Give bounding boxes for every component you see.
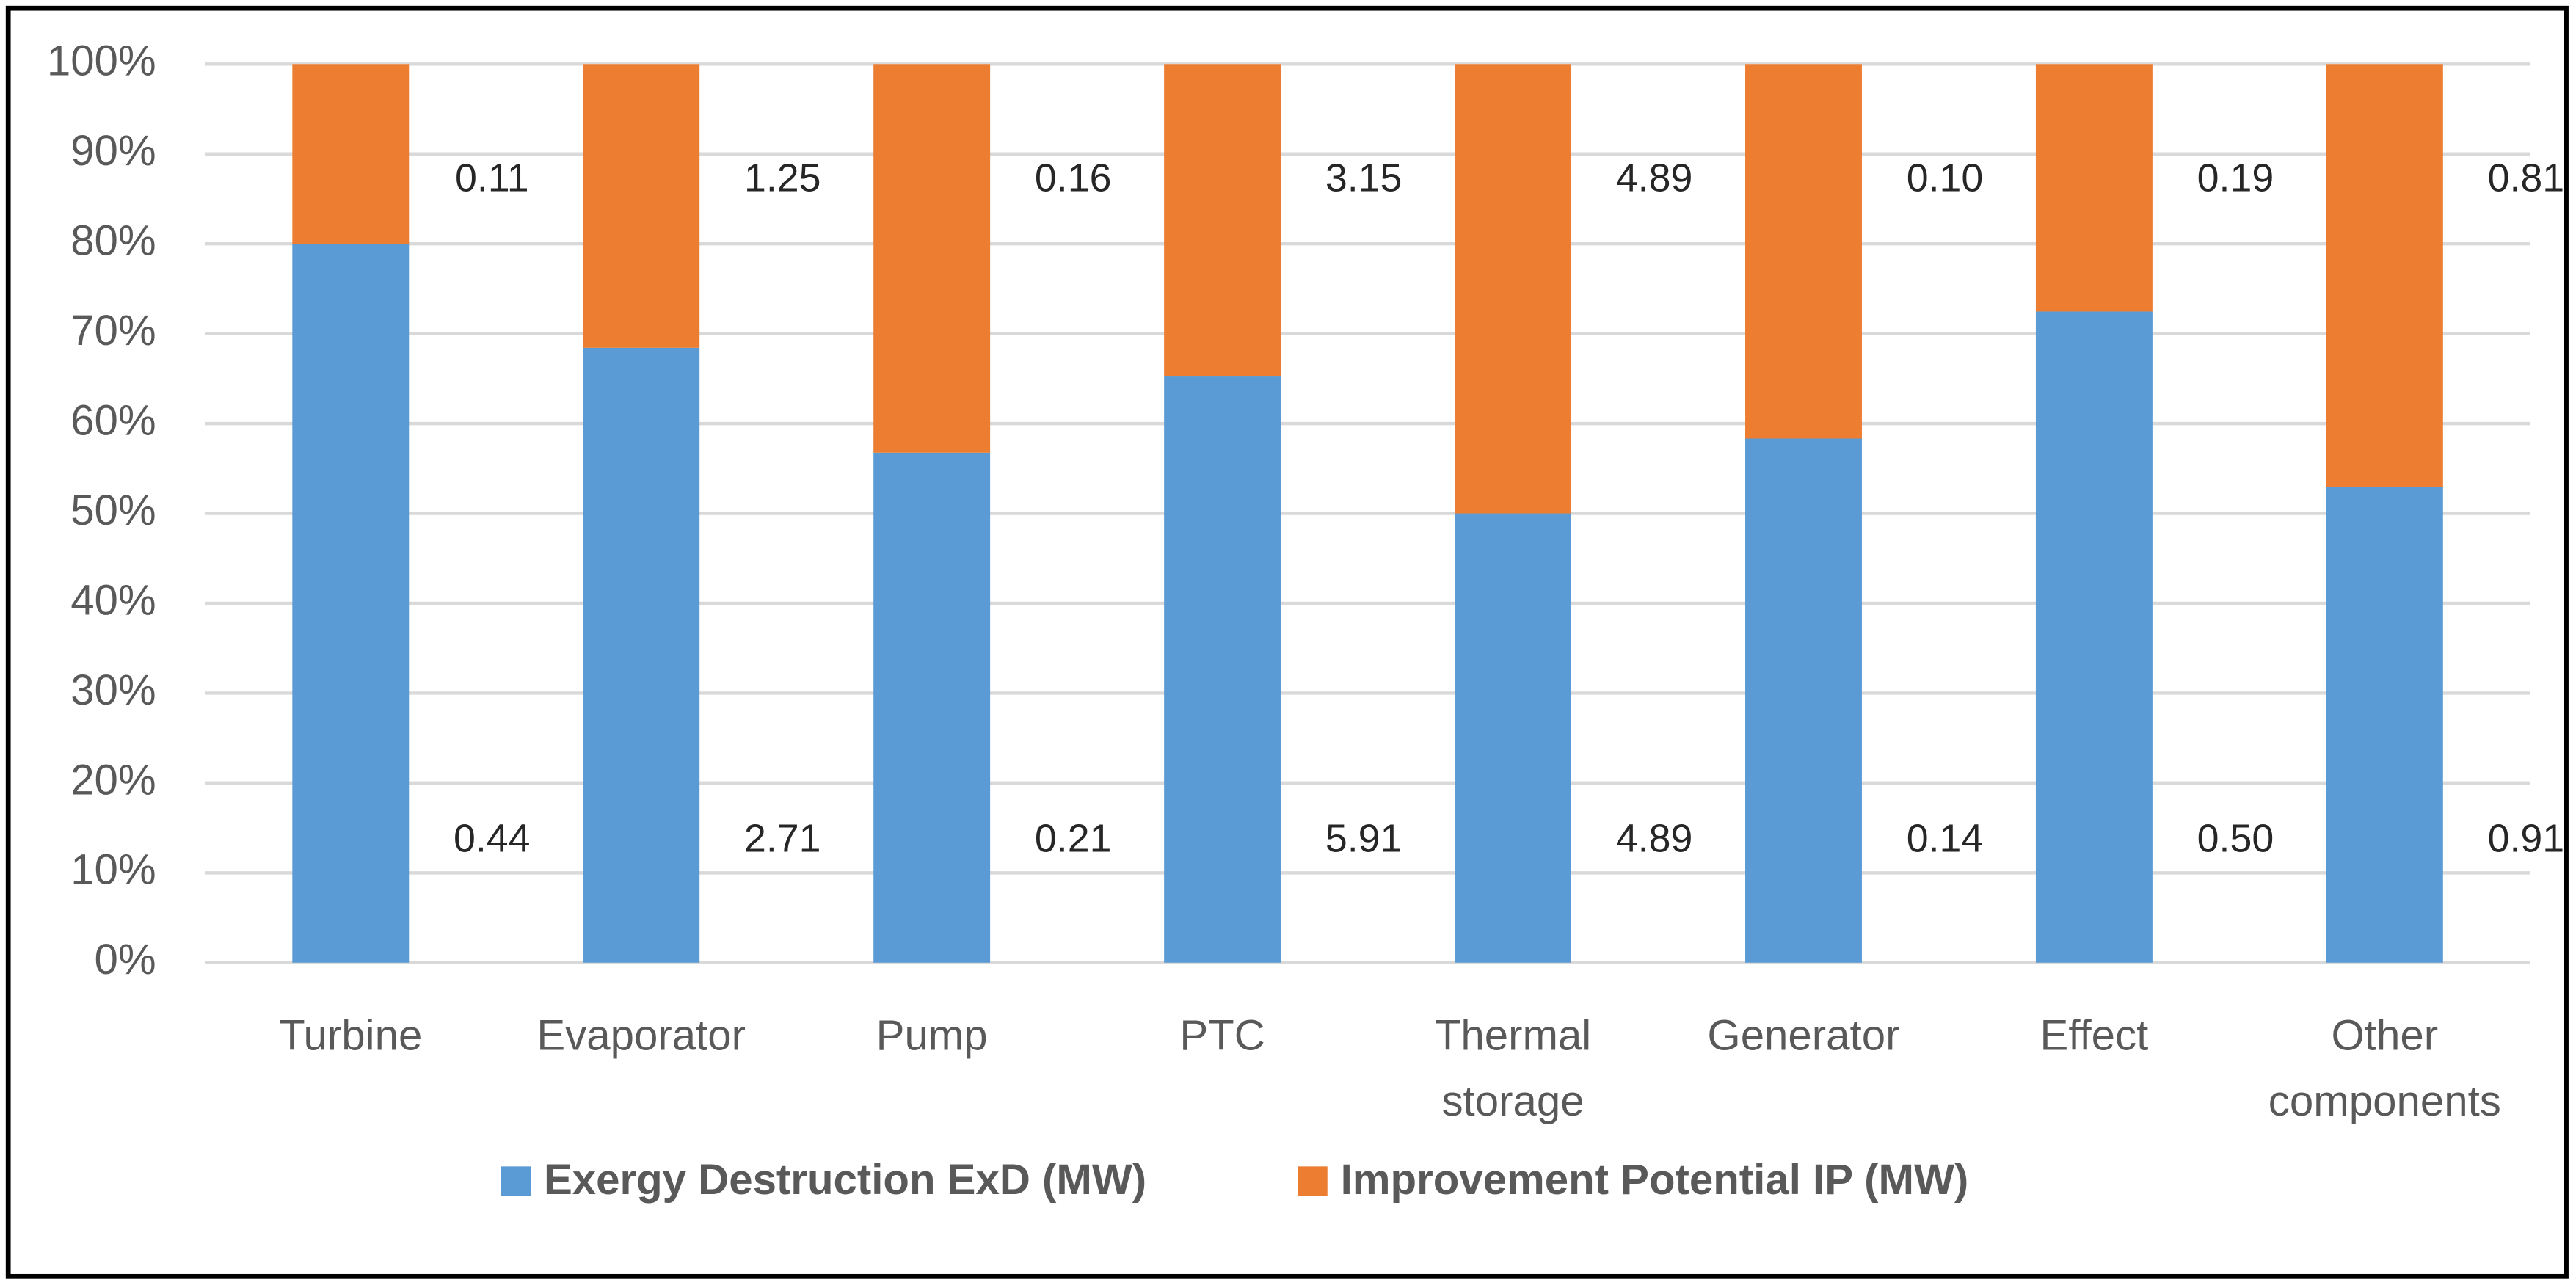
x-tick-label: Effect (2040, 1010, 2149, 1060)
data-label: 0.21 (1035, 816, 1112, 860)
data-label: 4.89 (1616, 156, 1693, 200)
y-tick-label: 70% (70, 307, 156, 354)
data-label: 5.91 (1325, 816, 1402, 860)
y-tick-label: 80% (70, 217, 156, 265)
y-tick-label: 50% (70, 487, 156, 534)
bar-segment (1164, 376, 1281, 963)
y-tick-label: 60% (70, 396, 156, 444)
data-label: 0.44 (454, 816, 531, 860)
x-tick-label: Other components (2268, 1010, 2501, 1126)
y-tick-label: 40% (70, 576, 156, 624)
x-tick-label: Evaporator (536, 1010, 746, 1060)
data-label: 0.50 (2197, 816, 2274, 860)
x-tick-label: Pump (876, 1010, 988, 1060)
bar-segment (583, 347, 700, 963)
data-label: 1.25 (744, 156, 821, 200)
bar-segment (873, 64, 991, 453)
y-tick-label: 20% (70, 756, 156, 804)
bar-segment (2326, 64, 2443, 487)
bar-segment (583, 64, 700, 348)
x-tick-label: Turbine (279, 1010, 423, 1060)
data-label: 3.15 (1325, 156, 1402, 200)
y-tick-label: 100% (47, 37, 156, 85)
data-label: 4.89 (1616, 816, 1693, 860)
data-label: 0.16 (1035, 156, 1112, 200)
bar-segment (292, 64, 410, 244)
data-label: 0.14 (1907, 816, 1984, 860)
y-tick-label: 0% (95, 936, 156, 983)
x-tick-label: Generator (1707, 1010, 1900, 1060)
legend-label: Exergy Destruction ExD (MW) (544, 1156, 1146, 1204)
bar-segment (1745, 438, 1862, 963)
bar-segment (1164, 64, 1281, 377)
data-label: 0.91 (2488, 816, 2565, 860)
bar-segment (292, 244, 410, 963)
bar-segment (873, 452, 991, 963)
bar-segment (2326, 487, 2443, 963)
bar-segment (2035, 311, 2153, 963)
bar-segment (1455, 64, 1572, 514)
legend-label: Improvement Potential IP (MW) (1341, 1156, 1969, 1204)
legend-swatch (1298, 1166, 1328, 1196)
bar-segment (2035, 64, 2153, 312)
bar-segment (1455, 513, 1572, 963)
frame (5, 5, 2569, 1279)
x-tick-label: PTC (1179, 1010, 1265, 1060)
data-label: 2.71 (744, 816, 821, 860)
y-tick-label: 90% (70, 127, 156, 175)
legend-swatch (501, 1166, 531, 1196)
y-tick-label: 10% (70, 846, 156, 894)
bar-segment (1745, 64, 1862, 439)
y-tick-label: 30% (70, 666, 156, 714)
x-tick-label: Thermal storage (1434, 1010, 1592, 1126)
data-label: 0.11 (455, 156, 529, 200)
data-label: 0.81 (2488, 156, 2565, 200)
data-label: 0.19 (2197, 156, 2274, 200)
data-label: 0.10 (1907, 156, 1984, 200)
